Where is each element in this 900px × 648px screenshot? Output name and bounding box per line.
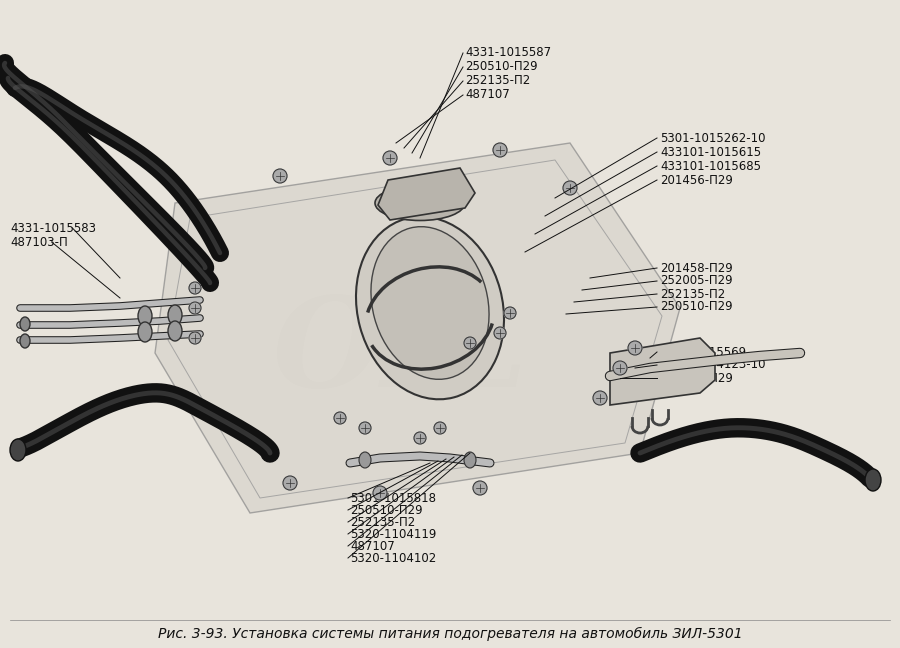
Text: 252135-П2: 252135-П2 — [660, 288, 725, 301]
Text: 250510-П29: 250510-П29 — [350, 503, 423, 516]
Text: 433101-1015685: 433101-1015685 — [660, 159, 761, 172]
Text: 487107: 487107 — [465, 89, 509, 102]
Ellipse shape — [464, 452, 476, 468]
Ellipse shape — [371, 227, 489, 379]
Ellipse shape — [375, 185, 465, 220]
Circle shape — [373, 486, 387, 500]
Ellipse shape — [10, 439, 26, 461]
Circle shape — [464, 337, 476, 349]
Ellipse shape — [20, 317, 30, 331]
Polygon shape — [378, 168, 475, 220]
Text: 5301-1104123-10: 5301-1104123-10 — [660, 358, 766, 371]
Text: 4331-1015587: 4331-1015587 — [465, 47, 551, 60]
Text: 487107: 487107 — [350, 540, 395, 553]
Ellipse shape — [168, 321, 182, 341]
Circle shape — [273, 169, 287, 183]
Text: 252135-П2: 252135-П2 — [350, 516, 415, 529]
Text: 252005-П29: 252005-П29 — [660, 275, 733, 288]
Text: 250510-П29: 250510-П29 — [660, 301, 733, 314]
Ellipse shape — [359, 452, 371, 468]
Circle shape — [493, 143, 507, 157]
Text: 5301-1015569: 5301-1015569 — [660, 345, 746, 358]
Text: 487103-П: 487103-П — [10, 235, 68, 248]
Text: 433101-1015615: 433101-1015615 — [660, 146, 761, 159]
Circle shape — [563, 181, 577, 195]
Text: 5320-1104119: 5320-1104119 — [350, 527, 436, 540]
Text: 252135-П2: 252135-П2 — [465, 75, 530, 87]
Circle shape — [414, 432, 426, 444]
Circle shape — [613, 361, 627, 375]
Circle shape — [628, 341, 642, 355]
Ellipse shape — [20, 334, 30, 348]
Circle shape — [189, 282, 201, 294]
Circle shape — [593, 391, 607, 405]
Circle shape — [473, 481, 487, 495]
Ellipse shape — [168, 305, 182, 325]
Polygon shape — [610, 338, 715, 405]
Text: 250510-П29: 250510-П29 — [465, 60, 537, 73]
Circle shape — [283, 476, 297, 490]
Circle shape — [189, 332, 201, 344]
Text: 201456-П29: 201456-П29 — [660, 371, 733, 384]
Circle shape — [504, 307, 516, 319]
Ellipse shape — [138, 306, 152, 326]
Text: 5301-1015818: 5301-1015818 — [350, 491, 436, 505]
Text: 5320-1104102: 5320-1104102 — [350, 551, 436, 564]
Polygon shape — [155, 143, 680, 513]
Text: 201458-П29: 201458-П29 — [660, 262, 733, 275]
Circle shape — [434, 422, 446, 434]
Circle shape — [334, 412, 346, 424]
Circle shape — [189, 302, 201, 314]
Ellipse shape — [865, 469, 881, 491]
Circle shape — [494, 327, 506, 339]
Text: Рис. 3-93. Установка системы питания подогревателя на автомобиль ЗИЛ-5301: Рис. 3-93. Установка системы питания под… — [158, 627, 742, 641]
Ellipse shape — [356, 216, 504, 399]
Text: 5301-1015262-10: 5301-1015262-10 — [660, 132, 766, 145]
Ellipse shape — [138, 322, 152, 342]
Text: 4331-1015583: 4331-1015583 — [10, 222, 96, 235]
Circle shape — [383, 151, 397, 165]
Circle shape — [359, 422, 371, 434]
Text: OIL: OIL — [273, 292, 527, 414]
Text: 201456-П29: 201456-П29 — [660, 174, 733, 187]
